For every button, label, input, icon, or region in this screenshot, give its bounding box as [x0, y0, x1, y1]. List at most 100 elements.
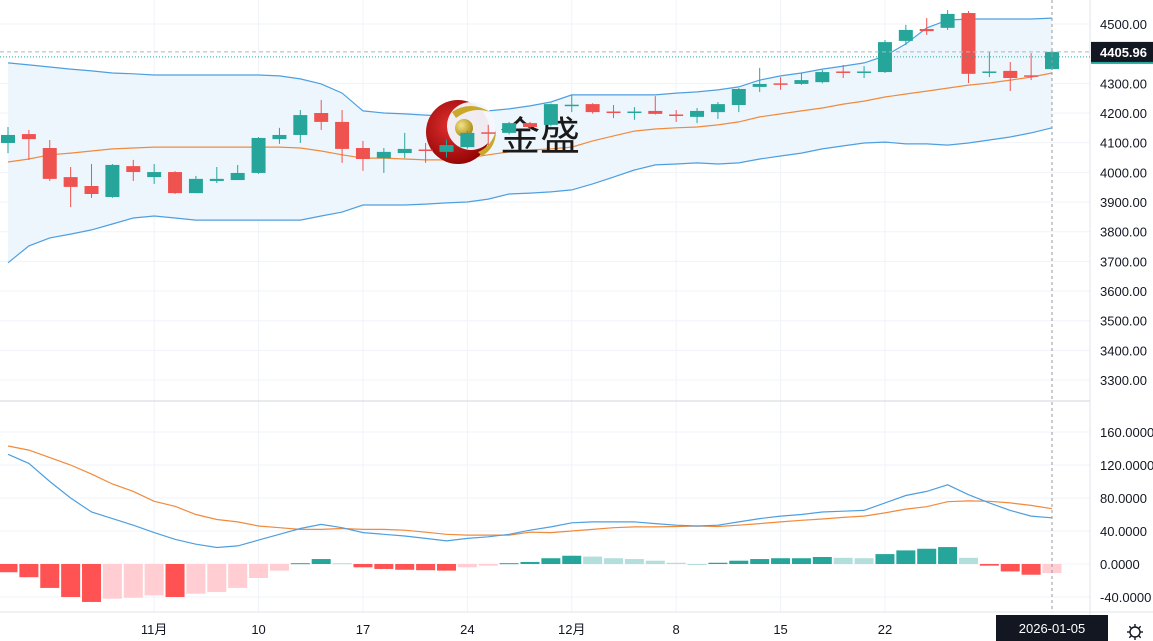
- histogram-bar: [19, 564, 39, 578]
- candle-body: [627, 111, 642, 114]
- candle-down: [1003, 61, 1018, 92]
- watermark-text: 金盛: [500, 115, 580, 159]
- macd-tick-label: 40.0000: [1100, 524, 1147, 539]
- histogram-bar: [896, 550, 916, 564]
- candle-body: [836, 71, 851, 73]
- histogram-bar: [938, 547, 958, 564]
- bollinger-bands: [7, 17, 1053, 264]
- histogram-bar: [854, 558, 874, 564]
- candle-up: [272, 127, 287, 144]
- candle-body: [961, 13, 976, 74]
- lower-band-line: [7, 127, 1053, 264]
- histogram-bar: [249, 564, 269, 579]
- histogram-bar: [708, 562, 728, 564]
- price-tick-label: 3500.00: [1100, 314, 1147, 329]
- candle-up: [147, 164, 162, 184]
- candle-up: [940, 10, 955, 30]
- candle-up: [710, 102, 725, 119]
- histogram-bar: [61, 564, 81, 597]
- price-tick-label: 3700.00: [1100, 254, 1147, 269]
- histogram-bar: [666, 562, 686, 564]
- candle-down: [481, 124, 496, 146]
- candle-body: [794, 80, 809, 84]
- histogram-bar: [165, 564, 185, 597]
- price-tick-label: 3300.00: [1100, 373, 1147, 388]
- candle-body: [272, 134, 287, 140]
- histogram-bar: [144, 564, 164, 596]
- price-tick-label: 3900.00: [1100, 195, 1147, 210]
- histogram-bar: [624, 559, 644, 564]
- candle-body: [669, 114, 684, 116]
- candle-up: [731, 88, 746, 113]
- watermark: 金盛: [426, 100, 580, 164]
- candle-down: [63, 167, 78, 208]
- candle-up: [794, 72, 809, 85]
- histogram-bar: [1000, 564, 1020, 572]
- crosshair-date-label: 2026-01-05: [1019, 621, 1086, 636]
- candle-down: [21, 129, 36, 160]
- gear-icon[interactable]: [1127, 624, 1143, 640]
- histogram-bar: [0, 564, 18, 573]
- candle-up: [898, 24, 913, 46]
- candle-body: [460, 132, 475, 148]
- histogram-bar: [729, 560, 749, 564]
- candle-up: [230, 164, 245, 181]
- candle-body: [209, 178, 224, 181]
- candle-body: [1, 134, 15, 143]
- candle-up: [690, 107, 705, 124]
- histogram-bar: [228, 564, 248, 588]
- candle-down: [606, 104, 621, 119]
- price-tick-label: 4500.00: [1100, 17, 1147, 32]
- candle-body: [335, 121, 350, 149]
- time-tick-label: 17: [356, 622, 370, 637]
- histogram-bar: [1042, 564, 1062, 574]
- histogram-bar: [416, 564, 436, 571]
- candle-up: [815, 69, 830, 84]
- candle-body: [230, 172, 245, 181]
- candle-body: [355, 148, 370, 159]
- candle-up: [627, 107, 642, 120]
- histogram-bar: [583, 556, 603, 564]
- candle-body: [397, 148, 412, 154]
- candle-body: [188, 178, 203, 194]
- histogram-bar: [499, 563, 519, 565]
- candle-body: [42, 148, 57, 179]
- candle-body: [418, 149, 433, 152]
- candle-body: [63, 177, 78, 187]
- candle-down: [961, 10, 976, 84]
- macd-panel: [0, 445, 1062, 602]
- candle-body: [1024, 75, 1039, 77]
- middle-band-line: [7, 72, 1053, 163]
- candle-down: [355, 140, 370, 171]
- candle-up: [877, 40, 892, 73]
- histogram-bar: [604, 558, 624, 564]
- candle-body: [502, 123, 517, 133]
- histogram-bar: [353, 564, 373, 568]
- candle-down: [84, 164, 99, 198]
- candle-body: [543, 104, 558, 125]
- histogram-bar: [520, 561, 540, 564]
- price-tick-label: 3800.00: [1100, 225, 1147, 240]
- candle-body: [731, 88, 746, 105]
- histogram-bar: [979, 564, 999, 566]
- candle-body: [877, 42, 892, 73]
- candle-body: [439, 145, 454, 152]
- time-tick-label: 12月: [558, 622, 585, 637]
- time-tick-label: 10: [251, 622, 265, 637]
- macd-tick-label: -40.0000: [1100, 590, 1151, 605]
- candle-body: [690, 110, 705, 117]
- histogram-bar: [541, 558, 561, 564]
- candle-body: [752, 83, 767, 87]
- candle-up: [293, 110, 308, 143]
- histogram-bar: [833, 557, 853, 564]
- candle-body: [648, 110, 663, 114]
- candle-body: [523, 123, 537, 127]
- candle-body: [126, 166, 141, 173]
- candle-body: [940, 13, 955, 28]
- histogram-bar: [645, 560, 665, 564]
- histogram-bar: [290, 563, 310, 565]
- signal-line: [7, 445, 1053, 536]
- candle-body: [585, 104, 600, 113]
- price-tick-label: 3400.00: [1100, 343, 1147, 358]
